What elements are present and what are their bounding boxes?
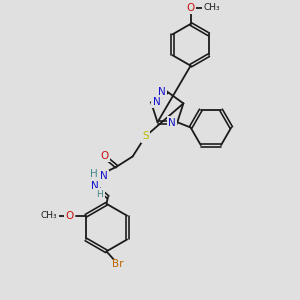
Text: N: N — [100, 171, 107, 181]
Text: N: N — [153, 97, 160, 107]
Text: H: H — [96, 190, 103, 199]
Text: O: O — [66, 211, 74, 221]
Text: N: N — [158, 87, 166, 97]
Text: S: S — [142, 131, 149, 141]
Text: H: H — [90, 169, 98, 179]
Text: CH₃: CH₃ — [203, 4, 220, 13]
Text: O: O — [187, 3, 195, 13]
Text: N: N — [168, 118, 176, 128]
Text: O: O — [100, 151, 109, 161]
Text: N: N — [91, 181, 99, 190]
Text: CH₃: CH₃ — [41, 211, 57, 220]
Text: Br: Br — [112, 260, 123, 269]
